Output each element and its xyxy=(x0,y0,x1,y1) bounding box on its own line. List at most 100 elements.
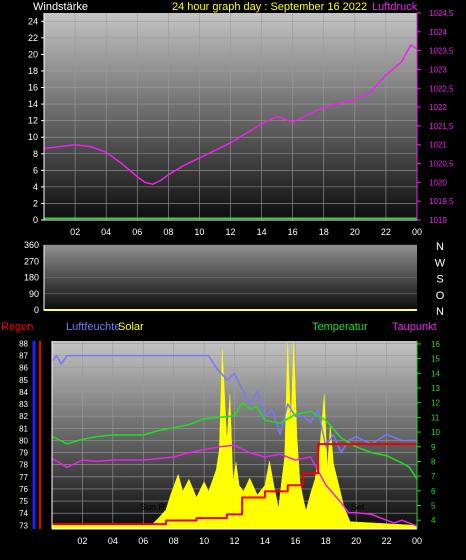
wind-direction-tick-label: 90 xyxy=(29,289,39,299)
wind-tick-label: 0 xyxy=(33,215,38,225)
humidity-tick-label: 79 xyxy=(19,449,28,458)
temperature-line xyxy=(51,401,418,480)
x-tick-label: 10 xyxy=(199,536,209,546)
temperature-tick-label: 8 xyxy=(431,457,436,466)
temperature-label: Temperatur xyxy=(312,321,368,333)
pressure-x-axis-ticks: 02 04 06 08 10 12 14 16 18 20 22 00 xyxy=(70,227,422,237)
x-tick-label: 18 xyxy=(319,227,329,237)
wind-tick-label: 12 xyxy=(28,116,38,126)
humidity-tick-label: 73 xyxy=(19,521,28,530)
wind-tick-label: 24 xyxy=(28,16,38,26)
pressure-tick-label: 1024,5 xyxy=(429,9,454,18)
humidity-tick-label: 80 xyxy=(19,436,28,445)
wind-tick-label: 10 xyxy=(28,132,38,142)
compass-label: W xyxy=(435,257,446,269)
sunset-label: Set xyxy=(351,502,365,512)
sunrise-label: Sun R xyxy=(140,502,166,512)
wind-direction-tick-label: 180 xyxy=(24,273,39,283)
compass-label: O xyxy=(436,290,445,302)
pressure-tick-label: 1023 xyxy=(429,65,447,74)
pressure-line xyxy=(43,44,418,185)
x-tick-label: 20 xyxy=(351,536,361,546)
wind-direction-axis-ticks: 0 90 180 270 360 xyxy=(24,240,39,315)
pressure-tick-label: 1021,5 xyxy=(429,122,454,131)
compass-label: S xyxy=(436,274,443,286)
x-tick-label: 06 xyxy=(138,536,148,546)
humidity-tick-label: 74 xyxy=(19,509,28,518)
x-tick-label: 06 xyxy=(132,227,142,237)
wind-tick-label: 2 xyxy=(33,198,38,208)
humidity-tick-label: 82 xyxy=(19,412,28,421)
wind-tick-label: 16 xyxy=(28,83,38,93)
temperature-tick-label: 6 xyxy=(431,487,436,496)
wind-tick-label: 8 xyxy=(33,149,38,159)
pressure-tick-label: 1024 xyxy=(429,28,447,37)
x-tick-label: 16 xyxy=(288,227,298,237)
compass-label: N xyxy=(436,306,444,318)
temperature-axis-ticks: 4 5 6 7 8 9 10 11 12 13 14 15 16 xyxy=(417,340,440,525)
humidity-tick-label: 87 xyxy=(19,352,28,361)
x-tick-label: 04 xyxy=(108,536,118,546)
temperature-tick-label: 15 xyxy=(431,355,440,364)
chart-title: 24 hour graph day : September 16 2022 xyxy=(172,1,367,13)
humidity-axis-ticks: 73 74 75 76 77 78 79 80 81 82 83 84 85 86 87 88 xyxy=(19,339,28,530)
x-tick-label: 02 xyxy=(70,227,80,237)
pressure-tick-label: 1019 xyxy=(429,216,447,225)
temperature-tick-label: 11 xyxy=(431,413,440,422)
pressure-tick-label: 1020,5 xyxy=(429,160,454,169)
x-tick-label: 10 xyxy=(194,227,204,237)
x-tick-label: 12 xyxy=(225,227,235,237)
x-tick-label: 18 xyxy=(321,536,331,546)
humidity-tick-label: 84 xyxy=(19,388,28,397)
wind-tick-label: 18 xyxy=(28,66,38,76)
weather-x-axis-ticks: 02 04 06 08 10 12 14 16 18 20 22 00 xyxy=(77,536,422,546)
temperature-tick-label: 13 xyxy=(431,384,440,393)
wind-tick-label: 6 xyxy=(33,165,38,175)
humidity-label: Luftfeuchte xyxy=(66,321,120,333)
temperature-tick-label: 10 xyxy=(431,428,440,437)
compass-label: N xyxy=(436,241,444,253)
humidity-tick-label: 77 xyxy=(19,473,28,482)
humidity-tick-label: 83 xyxy=(19,400,28,409)
pressure-tick-label: 1021 xyxy=(429,141,447,150)
humidity-tick-label: 75 xyxy=(19,497,28,506)
wind-direction-tick-label: 360 xyxy=(24,240,39,250)
temperature-tick-label: 9 xyxy=(431,443,436,452)
wind-tick-label: 4 xyxy=(33,182,38,192)
rain-label: Regen xyxy=(1,321,33,333)
humidity-tick-label: 81 xyxy=(19,424,28,433)
humidity-tick-label: 88 xyxy=(19,339,28,348)
pressure-axis-ticks: 1019 1019,5 1020 1020,5 1021 1021,5 1022 1022,5… xyxy=(417,9,454,225)
temperature-tick-label: 4 xyxy=(431,516,436,525)
humidity-tick-label: 85 xyxy=(19,376,28,385)
weather-series xyxy=(51,340,418,530)
pressure-axis-title: Luftdruck xyxy=(372,1,418,13)
wind-direction-plot-area xyxy=(44,245,417,311)
pressure-grid xyxy=(44,13,418,221)
humidity-tick-label: 86 xyxy=(19,364,28,373)
humidity-tick-label: 76 xyxy=(19,485,28,494)
temperature-tick-label: 5 xyxy=(431,502,436,511)
x-tick-label: 22 xyxy=(382,536,392,546)
wind-tick-label: 14 xyxy=(28,99,38,109)
x-tick-label: 02 xyxy=(77,536,87,546)
solar-area xyxy=(51,340,418,530)
temperature-tick-label: 12 xyxy=(431,399,440,408)
humidity-tick-label: 78 xyxy=(19,461,28,470)
pressure-series xyxy=(43,44,418,220)
x-tick-label: 14 xyxy=(257,227,267,237)
wind-tick-label: 22 xyxy=(28,33,38,43)
dewpoint-label: Taupunkt xyxy=(392,321,437,333)
dewpoint-line xyxy=(51,444,418,527)
wind-tick-label: 20 xyxy=(28,49,38,59)
solar-label: Solar xyxy=(118,321,144,333)
x-tick-label: 00 xyxy=(412,536,422,546)
pressure-tick-label: 1022 xyxy=(429,103,447,112)
x-tick-label: 12 xyxy=(229,536,239,546)
pressure-tick-label: 1019,5 xyxy=(429,197,454,206)
pressure-tick-label: 1023,5 xyxy=(429,47,454,56)
wind-axis-title: Windstärke xyxy=(33,1,88,13)
